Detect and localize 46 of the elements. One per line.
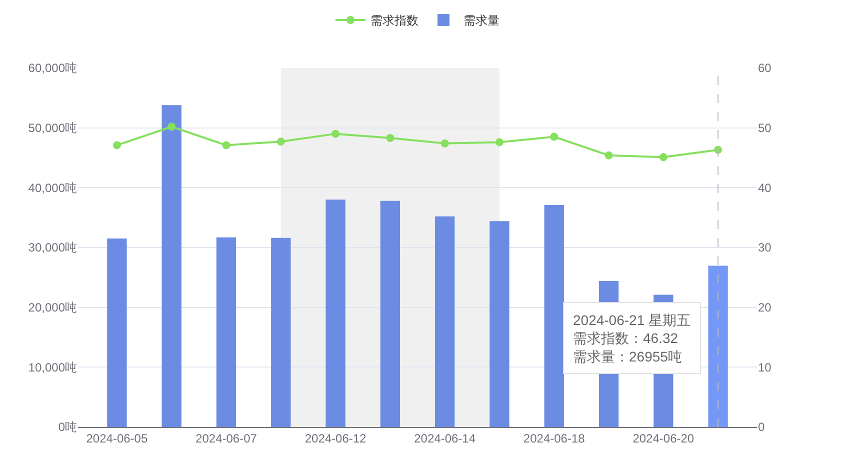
- y2-tick-label: 30: [758, 240, 772, 255]
- annotation: 需求指数：46.32: [573, 330, 678, 346]
- y2-tick-label: 10: [758, 360, 772, 374]
- point: [112, 141, 121, 150]
- x-tick-label: 2024-06-20: [632, 431, 694, 446]
- y-tick-label: 20,000吨: [28, 300, 77, 315]
- legend-label: 需求量: [464, 14, 500, 28]
- annotation: 2024-06-21 星期五: [573, 312, 691, 328]
- y-tick-label: 30,000吨: [28, 240, 77, 255]
- point: [604, 151, 613, 160]
- bar: [326, 200, 346, 427]
- point: [276, 138, 285, 146]
- bar: [434, 216, 455, 427]
- point: [550, 132, 558, 141]
- y-tick-label: 10,000吨: [28, 360, 77, 374]
- point: [386, 134, 394, 142]
- point: [440, 139, 449, 148]
- bar: [107, 238, 127, 427]
- y2-tick-label: 20: [758, 300, 772, 315]
- x-tick-label: 2024-06-07: [196, 431, 258, 446]
- y2-tick-label: 50: [758, 121, 772, 136]
- y-tick-label: 60,000吨: [28, 61, 77, 76]
- point: [332, 130, 340, 138]
- point: [495, 138, 504, 146]
- annotation: 需求量：26955吨: [573, 348, 682, 364]
- bar: [216, 237, 236, 427]
- y2-tick-label: 40: [758, 180, 772, 195]
- legend-label: 需求指数: [370, 14, 418, 28]
- bar: [162, 105, 182, 427]
- x-tick-label: 2024-06-18: [523, 431, 586, 446]
- y-tick-label: 50,000吨: [28, 121, 77, 136]
- bar: [708, 266, 728, 427]
- y-tick-label: 0吨: [58, 420, 77, 434]
- bar: [380, 200, 400, 427]
- y-tick-label: 40,000吨: [28, 180, 77, 195]
- bar: [544, 205, 564, 427]
- point: [222, 141, 230, 150]
- x-tick-label: 2024-06-14: [414, 431, 476, 446]
- point: [168, 122, 176, 131]
- y2-tick-label: 0: [758, 420, 765, 434]
- point: [659, 153, 668, 162]
- x-tick-label: 2024-06-12: [304, 431, 367, 446]
- bar: [271, 238, 291, 427]
- x-tick-label: 2024-06-05: [86, 431, 148, 446]
- bar: [490, 221, 510, 427]
- y2-tick-label: 60: [758, 61, 772, 76]
